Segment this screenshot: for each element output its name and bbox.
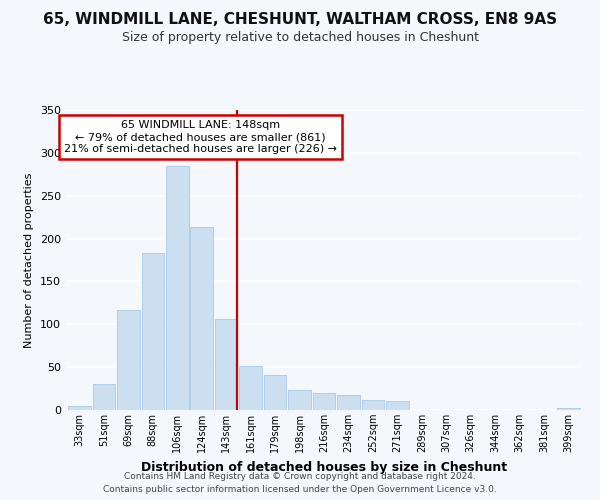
Bar bbox=[239, 366, 262, 410]
Text: Size of property relative to detached houses in Cheshunt: Size of property relative to detached ho… bbox=[121, 31, 479, 44]
Bar bbox=[92, 384, 115, 410]
X-axis label: Distribution of detached houses by size in Cheshunt: Distribution of detached houses by size … bbox=[141, 460, 507, 473]
Bar bbox=[264, 375, 286, 410]
Text: 65, WINDMILL LANE, CHESHUNT, WALTHAM CROSS, EN8 9AS: 65, WINDMILL LANE, CHESHUNT, WALTHAM CRO… bbox=[43, 12, 557, 28]
Bar bbox=[557, 408, 580, 410]
Text: Contains public sector information licensed under the Open Government Licence v3: Contains public sector information licen… bbox=[103, 485, 497, 494]
Bar bbox=[117, 310, 140, 410]
Bar bbox=[288, 390, 311, 410]
Bar bbox=[313, 393, 335, 410]
Bar bbox=[142, 253, 164, 410]
Text: 65 WINDMILL LANE: 148sqm
← 79% of detached houses are smaller (861)
21% of semi-: 65 WINDMILL LANE: 148sqm ← 79% of detach… bbox=[64, 120, 337, 154]
Bar bbox=[190, 228, 213, 410]
Y-axis label: Number of detached properties: Number of detached properties bbox=[25, 172, 34, 348]
Bar bbox=[215, 319, 238, 410]
Bar bbox=[68, 406, 91, 410]
Bar bbox=[166, 166, 188, 410]
Bar bbox=[386, 402, 409, 410]
Text: Contains HM Land Registry data © Crown copyright and database right 2024.: Contains HM Land Registry data © Crown c… bbox=[124, 472, 476, 481]
Bar bbox=[337, 396, 360, 410]
Bar bbox=[362, 400, 384, 410]
